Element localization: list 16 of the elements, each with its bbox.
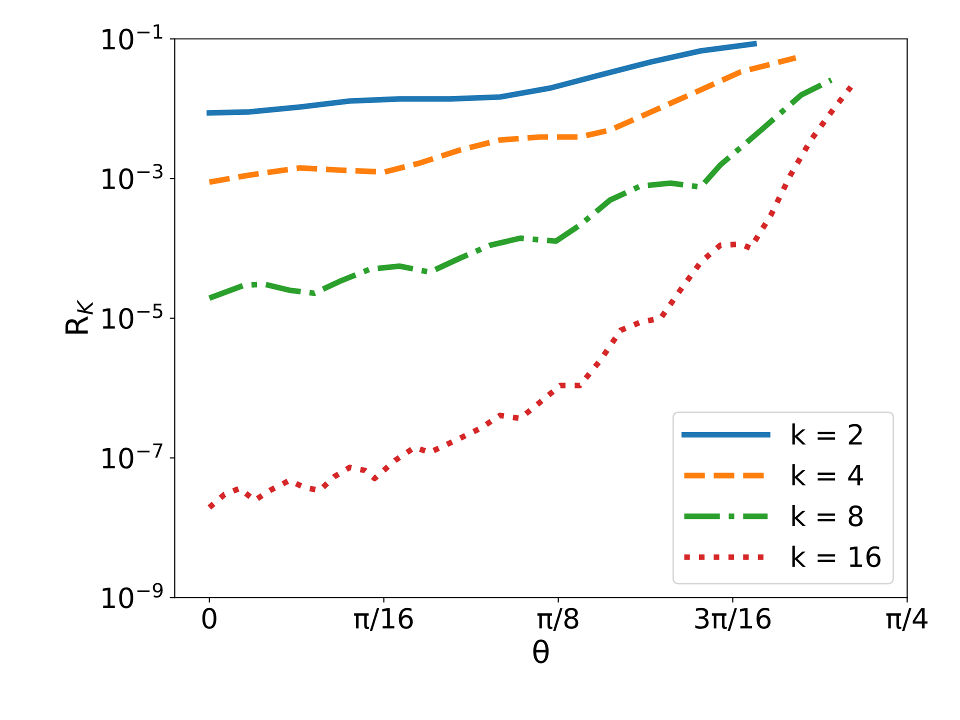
y-axis-title: R$_{K}$ xyxy=(66,300,93,334)
x-tick-label: 3π/16 xyxy=(695,608,771,632)
y-tick-label: 10$^{−3}$ xyxy=(102,164,162,190)
x-tick-label: π/16 xyxy=(354,608,413,632)
y-tick-label: 10$^{−5}$ xyxy=(102,304,162,329)
x-tick-label: π/4 xyxy=(886,608,928,632)
legend-label: k = 8 xyxy=(792,504,863,526)
legend-label: k = 4 xyxy=(792,464,863,486)
legend-label: k = 2 xyxy=(792,423,862,445)
legend-label: k = 16 xyxy=(792,546,880,568)
y-tick-label: 10$^{−9}$ xyxy=(102,582,163,608)
x-tick-label: 0 xyxy=(202,608,216,629)
y-tick-label: 10$^{−1}$ xyxy=(102,24,162,50)
x-axis-title: θ xyxy=(533,640,549,664)
x-tick-label: π/8 xyxy=(537,608,578,632)
y-tick-label: 10$^{−7}$ xyxy=(102,443,162,469)
